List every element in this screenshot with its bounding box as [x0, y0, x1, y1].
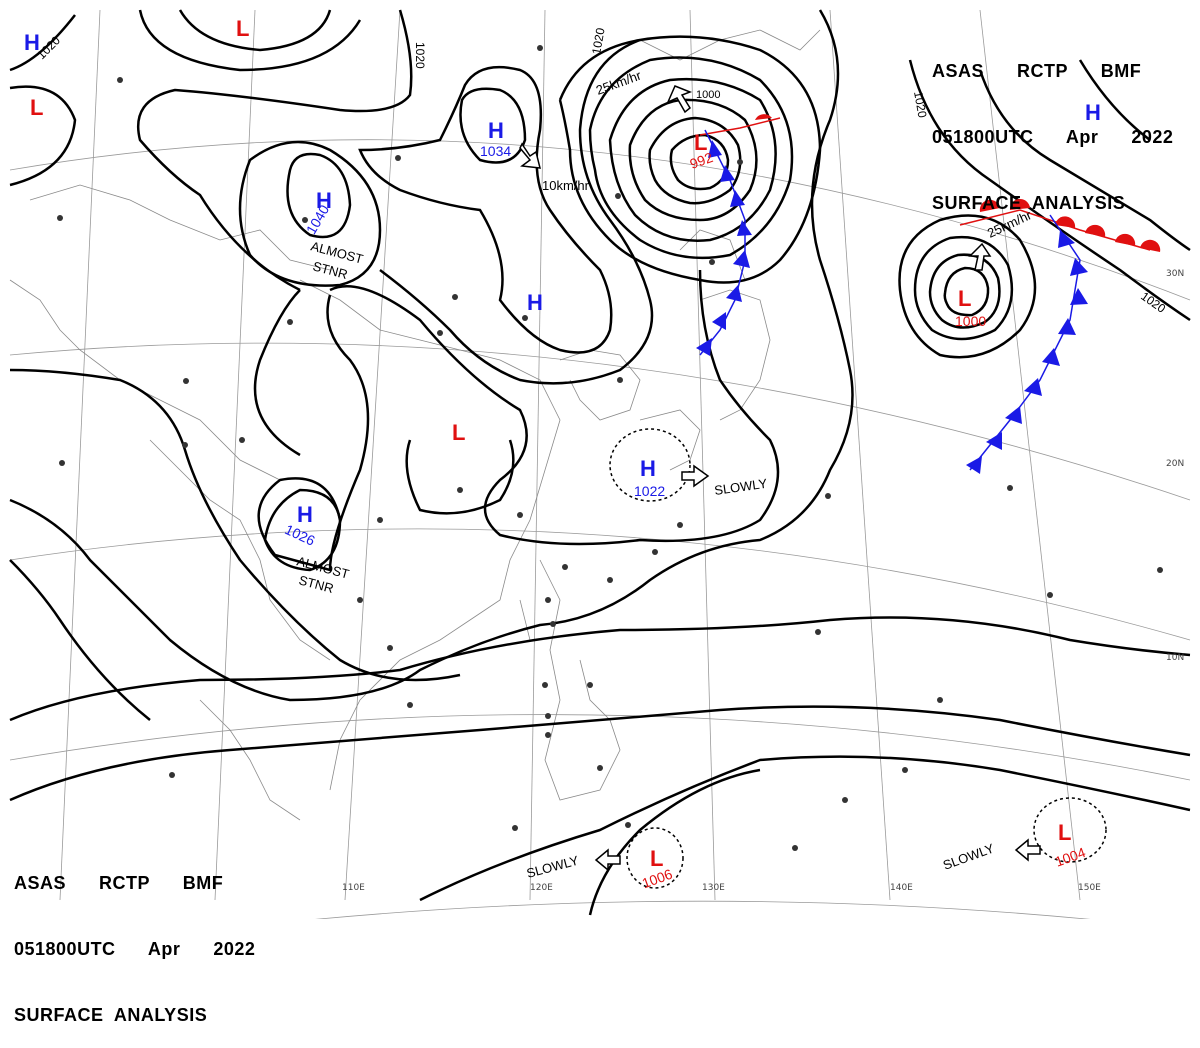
high-center-value: 1034: [480, 143, 511, 159]
motion-speed: 25km/hr: [594, 67, 644, 97]
isobar-value: 1000: [696, 89, 720, 101]
low-center-letter: L: [694, 130, 707, 155]
title-line-datetime: 051800UTC Apr 2022: [14, 939, 256, 959]
high-center-letter: H: [24, 30, 40, 55]
isobar-label: 1020: [911, 90, 929, 119]
dotted-circles: [609, 428, 1107, 889]
title-block-top: ASAS RCTP BMF 051800UTC Apr 2022 SURFACE…: [932, 16, 1173, 236]
isobar-label: 1020: [589, 26, 607, 55]
warm-front: [699, 114, 1161, 252]
title-block-bottom: ASAS RCTP BMF 051800UTC Apr 2022 SURFACE…: [14, 828, 255, 1048]
lat-label-30n: 30N: [1166, 269, 1184, 279]
low-center-value: 1004: [1053, 844, 1088, 870]
low-center-letter: L: [1058, 820, 1071, 845]
graticule: [9, 9, 1191, 919]
lon-label-140e: 140E: [890, 883, 913, 893]
title-line-datetime: 051800UTC Apr 2022: [932, 127, 1174, 147]
isobars: [9, 9, 1191, 916]
low-center-letter: L: [650, 846, 663, 871]
title-line-analysis: SURFACE ANALYSIS: [14, 1005, 208, 1025]
low-center-letter: L: [452, 420, 465, 445]
title-line-product: ASAS RCTP BMF: [14, 873, 224, 893]
low-center-letter: L: [958, 286, 971, 311]
lon-label-110e: 110E: [342, 883, 365, 893]
isobar-label: 1020: [413, 42, 427, 69]
title-line-product: ASAS RCTP BMF: [932, 61, 1142, 81]
high-center-letter: H: [640, 456, 656, 481]
high-center-letter: H: [297, 502, 313, 527]
annotations: ALMOST STNR ALMOST STNR 25km/hr 10km/hr …: [295, 67, 1034, 880]
cold-front: [696, 129, 1088, 474]
motion-slowly: SLOWLY: [525, 853, 581, 881]
lat-label-20n: 20N: [1166, 459, 1184, 469]
high-center-letter: H: [316, 188, 332, 213]
motion-slowly: SLOWLY: [941, 840, 996, 872]
weather-map: 1020 1020 1020 1020 1020 30N 20N 10N 110…: [9, 9, 1191, 919]
low-center-letter: L: [30, 95, 43, 120]
lon-label-130e: 130E: [702, 883, 725, 893]
title-line-analysis: SURFACE ANALYSIS: [932, 193, 1126, 213]
lon-label-150e: 150E: [1078, 883, 1101, 893]
motion-arrows: [519, 85, 1041, 872]
station-plots: [57, 45, 1163, 851]
low-center-value: 1000: [955, 313, 986, 329]
graticule-labels: 30N 20N 10N 110E 120E 130E 140E 150E: [342, 269, 1184, 893]
high-center-letter: H: [527, 290, 543, 315]
motion-slowly: SLOWLY: [713, 476, 768, 498]
high-center-letter: H: [488, 118, 504, 143]
high-center-letter: H: [1085, 100, 1101, 125]
lat-label-10n: 10N: [1166, 653, 1184, 663]
high-center-value: 1022: [634, 483, 665, 499]
isobar-label: 1020: [1138, 289, 1168, 316]
low-center-value: 992: [688, 149, 716, 172]
motion-speed: 10km/hr: [542, 178, 590, 193]
low-center-letter: L: [236, 16, 249, 41]
lon-label-120e: 120E: [530, 883, 553, 893]
